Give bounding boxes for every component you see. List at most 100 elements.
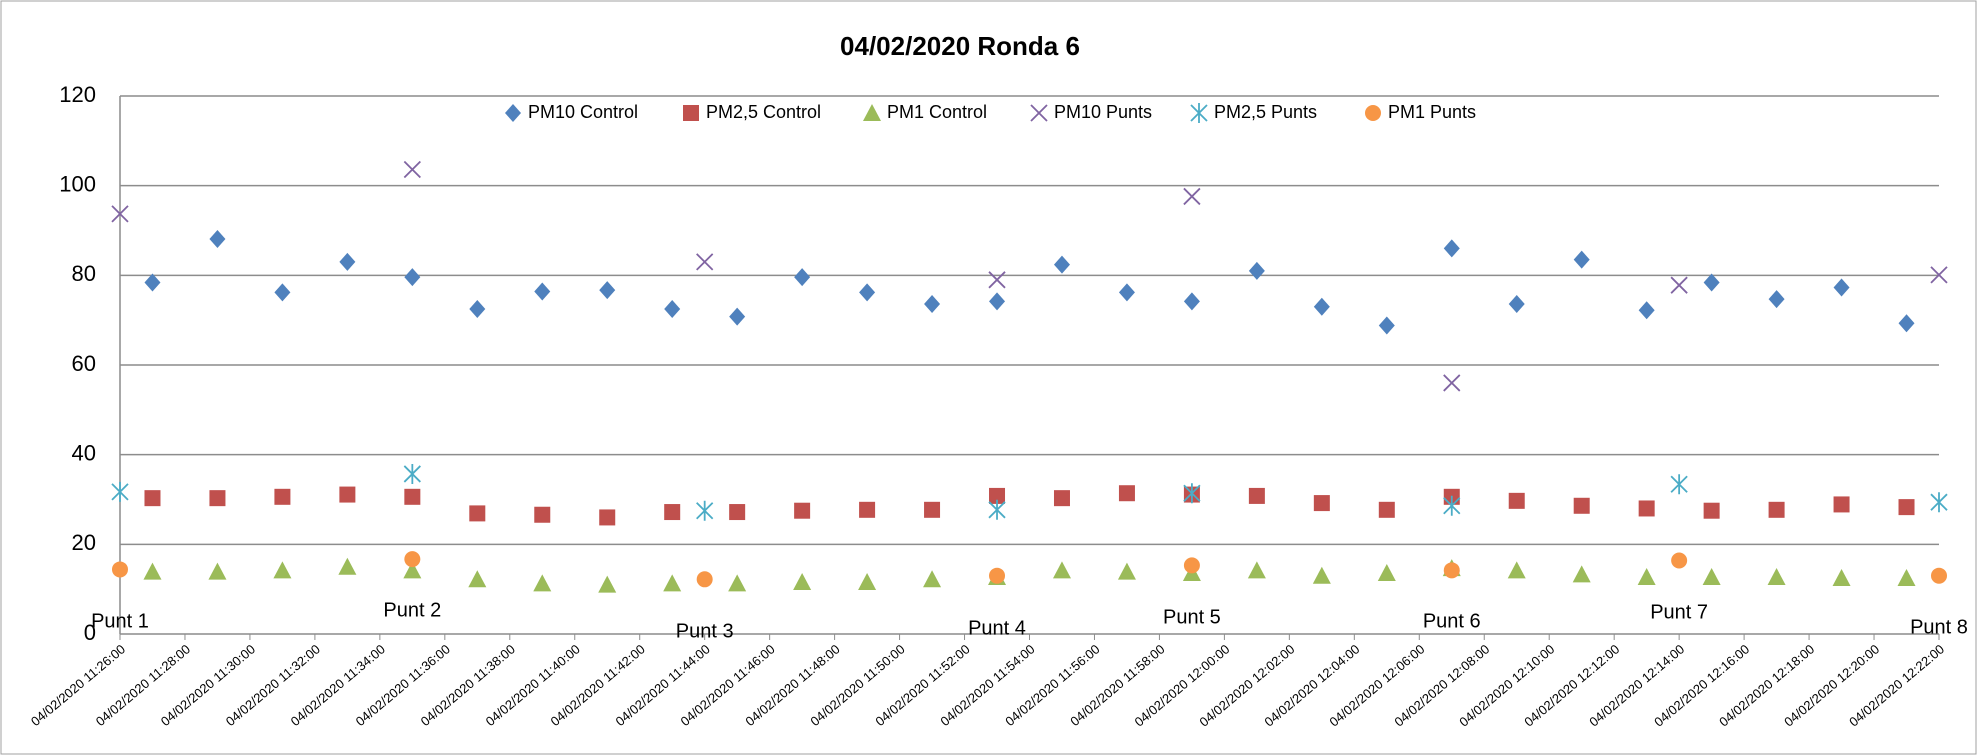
marker bbox=[403, 463, 421, 484]
marker bbox=[794, 268, 811, 287]
marker bbox=[1898, 499, 1915, 516]
legend-label: PM10 Control bbox=[528, 102, 638, 122]
legend-marker bbox=[505, 104, 521, 122]
marker bbox=[403, 561, 422, 579]
marker bbox=[111, 205, 129, 223]
marker bbox=[1670, 474, 1688, 495]
marker bbox=[143, 562, 162, 580]
marker bbox=[338, 557, 357, 575]
marker bbox=[1832, 568, 1851, 586]
marker bbox=[1897, 568, 1916, 586]
marker bbox=[533, 574, 552, 592]
marker bbox=[664, 504, 681, 521]
marker bbox=[793, 572, 812, 590]
marker bbox=[111, 481, 129, 502]
marker bbox=[1638, 500, 1655, 517]
marker bbox=[1183, 292, 1200, 311]
marker bbox=[1443, 562, 1460, 579]
marker bbox=[1443, 239, 1460, 258]
annotation: Punt 3 bbox=[676, 620, 734, 642]
marker bbox=[1768, 501, 1785, 518]
marker bbox=[469, 505, 486, 522]
marker bbox=[859, 283, 876, 302]
annotation: Punt 5 bbox=[1163, 606, 1221, 628]
marker bbox=[696, 500, 714, 521]
marker bbox=[1052, 561, 1071, 579]
marker bbox=[1703, 502, 1720, 519]
marker bbox=[209, 230, 226, 249]
chart-title: 04/02/2020 Ronda 6 bbox=[840, 31, 1080, 61]
marker bbox=[1930, 492, 1948, 513]
marker bbox=[1377, 564, 1396, 582]
marker bbox=[923, 570, 942, 588]
y-tick-label: 60 bbox=[72, 351, 96, 376]
marker bbox=[1930, 266, 1948, 284]
marker bbox=[1508, 492, 1525, 509]
marker bbox=[858, 572, 877, 590]
marker bbox=[1833, 496, 1850, 513]
marker bbox=[1183, 557, 1200, 574]
marker bbox=[403, 160, 421, 179]
marker bbox=[1898, 314, 1915, 333]
marker bbox=[1248, 487, 1265, 504]
marker bbox=[1053, 490, 1070, 507]
marker bbox=[1638, 301, 1655, 320]
annotation: Punt 4 bbox=[968, 617, 1026, 639]
marker bbox=[794, 502, 811, 519]
marker bbox=[1573, 250, 1590, 269]
marker bbox=[729, 504, 746, 521]
marker bbox=[1931, 567, 1947, 584]
marker bbox=[112, 561, 128, 578]
y-tick-label: 80 bbox=[72, 261, 96, 286]
marker bbox=[208, 562, 227, 580]
legend-marker bbox=[863, 104, 881, 121]
annotation: Punt 6 bbox=[1423, 610, 1481, 632]
marker bbox=[209, 490, 226, 507]
marker bbox=[534, 506, 551, 523]
marker bbox=[1637, 568, 1656, 586]
marker bbox=[859, 501, 876, 518]
annotation: Punt 7 bbox=[1650, 601, 1708, 623]
marker bbox=[274, 488, 291, 505]
marker bbox=[1443, 374, 1461, 392]
y-tick-label: 0 bbox=[84, 620, 96, 645]
marker bbox=[989, 567, 1006, 584]
marker bbox=[404, 268, 421, 287]
legend-marker bbox=[1190, 103, 1208, 123]
marker bbox=[1313, 495, 1330, 512]
marker bbox=[1572, 565, 1591, 583]
marker bbox=[1118, 283, 1135, 302]
marker bbox=[696, 571, 713, 588]
legend-label: PM1 Control bbox=[887, 102, 987, 122]
marker bbox=[1507, 561, 1526, 579]
y-tick-label: 40 bbox=[72, 440, 96, 465]
legend-marker bbox=[1365, 105, 1381, 121]
marker bbox=[274, 283, 291, 302]
marker bbox=[468, 570, 487, 588]
marker bbox=[1117, 562, 1136, 580]
marker bbox=[1508, 295, 1525, 314]
marker bbox=[1703, 273, 1720, 292]
y-tick-label: 100 bbox=[59, 171, 96, 196]
marker bbox=[599, 509, 616, 526]
marker bbox=[989, 292, 1006, 311]
legend-label: PM10 Punts bbox=[1054, 102, 1152, 122]
marker bbox=[1670, 276, 1688, 294]
marker bbox=[664, 299, 681, 318]
marker bbox=[989, 487, 1006, 504]
marker bbox=[339, 252, 356, 271]
marker bbox=[1767, 568, 1786, 586]
y-tick-label: 20 bbox=[72, 530, 96, 555]
marker bbox=[1312, 566, 1331, 584]
legend-label: PM2,5 Control bbox=[706, 102, 821, 122]
marker bbox=[339, 486, 356, 503]
marker bbox=[404, 551, 421, 568]
marker bbox=[144, 273, 161, 292]
marker bbox=[988, 271, 1006, 289]
marker bbox=[728, 574, 747, 592]
marker bbox=[663, 574, 682, 592]
marker bbox=[273, 561, 292, 579]
marker bbox=[404, 488, 421, 505]
marker bbox=[469, 299, 486, 318]
